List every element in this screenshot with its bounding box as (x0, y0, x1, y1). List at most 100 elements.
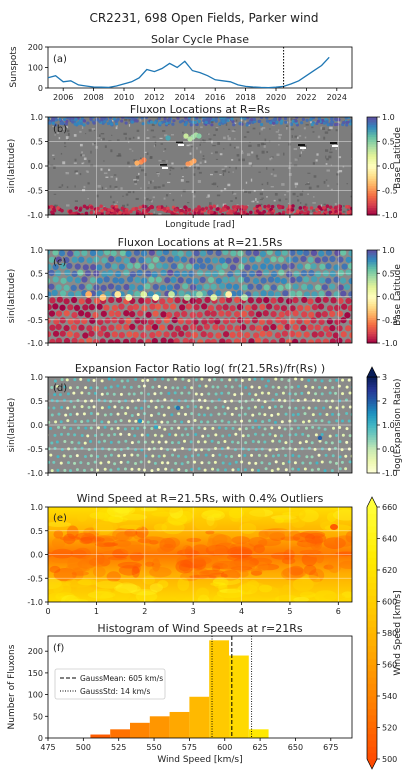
colorbar-segment (367, 437, 377, 440)
expansion-ratio-point (109, 385, 113, 389)
y-tick-label: -0.5 (27, 316, 43, 325)
fluxon-21rs (123, 324, 130, 331)
fluxon-21rs (156, 262, 163, 269)
colorbar-segment (367, 119, 377, 123)
fluxon-21rs (315, 296, 322, 304)
expansion-ratio-point (341, 378, 345, 382)
expansion-ratio-point (130, 467, 134, 471)
fluxon-footpoint-south (114, 204, 119, 209)
magnetogram-speckle (152, 196, 155, 199)
fluxon-footpoint-north (265, 117, 269, 120)
expansion-ratio-point (328, 434, 332, 438)
magnetogram-speckle (248, 191, 252, 194)
fluxon-21rs (233, 311, 241, 318)
wind-fast-patch (95, 580, 123, 589)
colorbar-segment (367, 614, 377, 621)
magnetogram-speckle (81, 154, 85, 157)
colorbar-segment (367, 136, 377, 140)
magnetogram-speckle (151, 123, 155, 127)
fluxon-21rs (81, 317, 88, 325)
fluxon-footpoint-north (231, 119, 235, 124)
fluxon-footpoint-north (48, 121, 52, 125)
colorbar-segment (367, 210, 377, 214)
fluxon-21rs (219, 257, 226, 264)
fluxon-21rs (171, 250, 178, 257)
fluxon-21rs (78, 283, 85, 290)
wind-slow-patch (199, 570, 221, 577)
magnetogram-speckle (278, 198, 282, 202)
fluxon-21rs (307, 284, 314, 291)
fluxon-21rs (222, 276, 229, 283)
fluxon-21rs (145, 338, 152, 343)
magnetogram-speckle (342, 210, 346, 213)
magnetogram-speckle (149, 156, 153, 160)
magnetogram-speckle (312, 209, 316, 213)
expansion-ratio-point (203, 399, 207, 403)
wind-fast-patch (108, 507, 124, 513)
magnetogram-speckle (100, 138, 102, 141)
expansion-ratio-point (86, 462, 90, 466)
fluxon-21rs (345, 269, 352, 276)
wind-slow-patch (212, 534, 233, 548)
fluxon-21rs (152, 256, 159, 263)
colorbar-segment (367, 379, 377, 383)
magnetogram-speckle (342, 165, 345, 168)
fluxon-21rs (326, 305, 334, 312)
expansion-ratio-point (207, 392, 211, 396)
expansion-ratio-point (153, 420, 157, 424)
expansion-ratio-point (176, 454, 180, 458)
fluxon-21rs (345, 325, 352, 332)
fluxon-21rs (127, 304, 134, 312)
expansion-ratio-point (147, 460, 151, 464)
fluxon-21rs (104, 317, 111, 324)
wind-fast-patch (119, 513, 148, 521)
fluxon-21rs (182, 337, 189, 343)
fluxon-21rs (254, 337, 262, 343)
panel-b-title: Fluxon Locations at R=Rs (130, 103, 271, 116)
expansion-ratio-point (315, 461, 319, 465)
fluxon-footpoint-lowlat (185, 161, 191, 167)
fluxon-21rs (247, 283, 254, 290)
fluxon-21rs (162, 250, 170, 256)
expansion-ratio-point (83, 441, 87, 445)
wind-slow-patch (250, 568, 263, 576)
panel-f-title: Histogram of Wind Speeds at r=21Rs (97, 622, 302, 635)
magnetogram-speckle (80, 154, 83, 157)
fluxon-21rs (60, 262, 67, 270)
expansion-ratio-point (104, 386, 108, 390)
panel-b-ylabel: sin(latitude) (7, 139, 17, 193)
expansion-ratio-point (104, 454, 108, 458)
fluxon-footpoint-south (183, 205, 187, 209)
magnetogram-speckle (172, 198, 175, 202)
magnetogram-speckle (309, 212, 313, 215)
wind-slow-patch (157, 546, 171, 554)
expansion-ratio-point (203, 468, 207, 472)
magnetogram-speckle (269, 157, 272, 161)
fluxon-21rs (215, 250, 222, 257)
fluxon-21rs (232, 283, 240, 291)
wind-slow-patch (193, 568, 210, 580)
wind-fast-patch (135, 590, 158, 602)
fluxon-footpoint-north (245, 123, 249, 127)
expansion-ratio-point (103, 425, 107, 429)
wind-slow-patch (89, 537, 102, 542)
expansion-ratio-point (277, 453, 281, 457)
fluxon-21rs (340, 290, 347, 297)
colorbar-segment (367, 180, 377, 184)
fluxon-21rs (212, 270, 219, 278)
expansion-ratio-point (113, 447, 117, 451)
wind-fast-patch (274, 518, 291, 523)
expansion-ratio-point (193, 460, 197, 464)
colorbar-segment (367, 273, 377, 277)
fluxon-footpoint-south (333, 206, 338, 210)
fluxon-footpoint-south (212, 204, 217, 209)
magnetogram-speckle (284, 194, 287, 196)
fluxon-21rs (304, 263, 311, 270)
expansion-ratio-point (50, 469, 54, 473)
expansion-ratio-point (217, 412, 221, 416)
fluxon-21rs (319, 277, 326, 284)
magnetogram-speckle (112, 201, 115, 204)
expansion-ratio-point (75, 468, 79, 472)
magnetogram-speckle (298, 135, 302, 137)
fluxon-footpoint-north (163, 117, 167, 121)
